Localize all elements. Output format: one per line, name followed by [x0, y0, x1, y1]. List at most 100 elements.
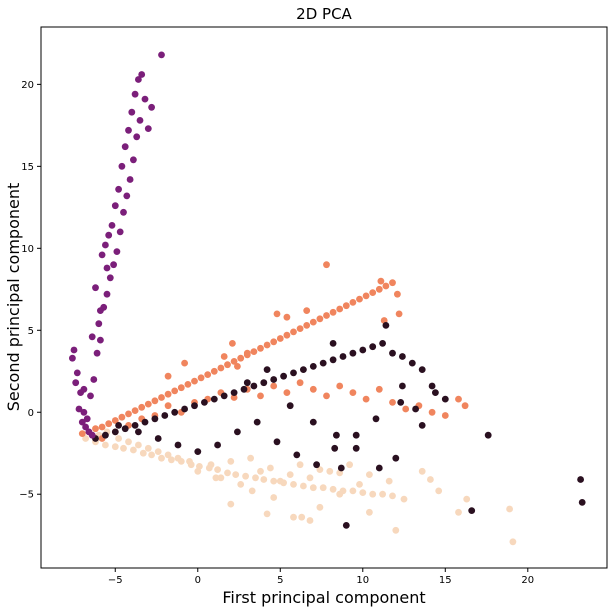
scatter-point — [102, 431, 109, 439]
scatter-point — [263, 366, 271, 373]
scatter-point — [329, 356, 337, 364]
scatter-point — [164, 451, 172, 459]
scatter-point — [323, 392, 330, 400]
scatter-point — [375, 385, 383, 393]
scatter-point — [352, 444, 360, 452]
scatter-point — [212, 474, 220, 482]
scatter-point — [232, 471, 240, 478]
scatter-point — [135, 76, 142, 83]
scatter-point — [115, 422, 122, 429]
scatter-point — [130, 446, 137, 454]
ticks-layer: −5 0 5 10 15 20 −5 0 5 10 15 20 — [19, 80, 534, 586]
y-tick-label: 15 — [21, 162, 34, 173]
scatter-point — [131, 407, 139, 414]
scatter-point — [191, 402, 198, 410]
scatter-point — [418, 467, 426, 475]
scatter-point — [135, 428, 142, 436]
scatter-point — [87, 392, 94, 400]
scatter-point — [253, 418, 261, 426]
scatter-point — [118, 162, 126, 170]
scatter-point — [217, 474, 225, 482]
scatter-point — [369, 490, 377, 498]
scatter-point — [130, 156, 137, 164]
scatter-point — [247, 454, 255, 462]
scatter-point — [210, 367, 218, 375]
scatter-point — [260, 379, 268, 387]
scatter-point — [263, 510, 271, 518]
scatter-point — [154, 435, 162, 442]
scatter-point — [111, 417, 119, 424]
scatter-point — [455, 508, 462, 516]
scatter-point — [362, 292, 370, 300]
scatter-point — [120, 208, 127, 216]
scatter-point — [92, 425, 99, 433]
scatter-point — [197, 374, 205, 382]
scatter-point — [362, 395, 370, 403]
scatter-point — [309, 363, 317, 370]
x-tick-label: 0 — [195, 575, 201, 586]
scatter-point — [214, 441, 222, 449]
scatter-point — [158, 51, 165, 59]
scatter-point — [316, 315, 324, 323]
scatter-point — [128, 108, 136, 116]
scatter-point — [273, 310, 281, 318]
scatter-point — [283, 313, 291, 321]
scatter-point — [111, 428, 119, 436]
scatter-point — [296, 461, 304, 469]
scatter-point — [400, 495, 408, 503]
scatter-point — [306, 474, 314, 482]
scatter-point — [283, 331, 291, 339]
scatter-point — [337, 464, 345, 472]
scatter-point — [121, 425, 129, 433]
scatter-point — [372, 415, 380, 423]
scatter-point — [207, 461, 215, 469]
scatter-point — [229, 340, 236, 347]
scatter-point — [349, 487, 357, 495]
scatter-point — [326, 467, 334, 475]
scatter-point — [144, 444, 152, 452]
plot-background — [41, 27, 607, 568]
scatter-point — [144, 125, 152, 132]
scatter-point — [303, 322, 311, 329]
scatter-point — [399, 382, 406, 390]
scatter-point — [290, 481, 297, 488]
scatter-point — [392, 454, 400, 462]
scatter-point — [356, 481, 363, 488]
points-layer — [69, 51, 586, 546]
scatter-point — [366, 508, 373, 516]
scatter-point — [243, 379, 251, 387]
scatter-point — [92, 284, 99, 292]
scatter-point — [290, 328, 297, 336]
scatter-point — [237, 354, 245, 362]
scatter-point — [309, 418, 317, 426]
scatter-point — [309, 484, 317, 492]
scatter-point — [313, 461, 320, 469]
scatter-point — [116, 228, 124, 236]
scatter-point — [389, 349, 396, 357]
scatter-point — [133, 133, 141, 141]
scatter-point — [290, 369, 297, 377]
scatter-point — [468, 507, 476, 514]
scatter-point — [506, 505, 513, 513]
scatter-point — [97, 336, 104, 344]
scatter-point — [131, 422, 139, 429]
scatter-point — [242, 472, 250, 480]
scatter-point — [276, 477, 284, 485]
scatter-point — [103, 290, 111, 298]
scatter-point — [73, 369, 81, 377]
scatter-point — [461, 402, 469, 410]
scatter-point — [138, 71, 146, 78]
scatter-point — [316, 503, 324, 511]
scatter-point — [164, 390, 172, 398]
scatter-point — [111, 443, 119, 451]
scatter-point — [171, 408, 179, 416]
scatter-point — [148, 103, 156, 111]
scatter-point — [296, 325, 304, 332]
scatter-point — [97, 307, 104, 314]
scatter-point — [352, 431, 360, 439]
scatter-point — [105, 231, 113, 239]
scatter-point — [186, 458, 193, 465]
scatter-point — [270, 494, 278, 501]
x-tick-label: 20 — [521, 575, 534, 586]
plot-frame — [40, 26, 608, 569]
